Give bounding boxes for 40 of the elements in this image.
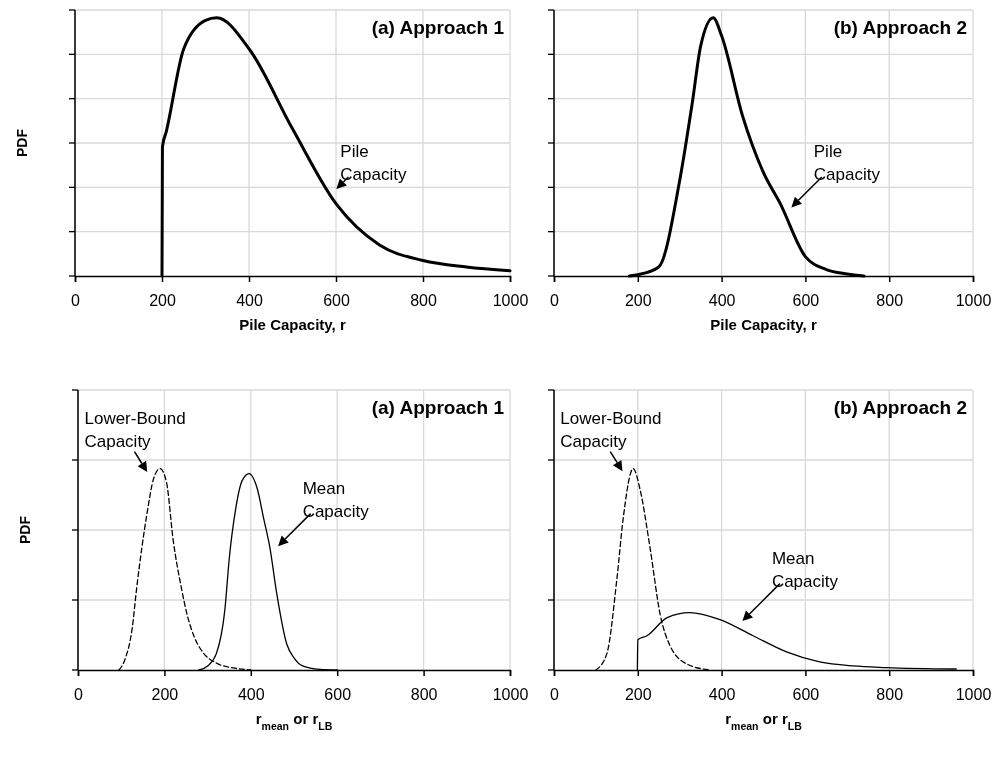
x-tick-label: 0 xyxy=(550,685,560,703)
x-tick-label: 600 xyxy=(323,291,350,309)
x-tick-label: 800 xyxy=(876,291,904,309)
annotation: Mean Capacity xyxy=(302,478,370,521)
chart-title: (b) Approach 2 xyxy=(833,17,967,38)
annotation: Pile Capacity xyxy=(340,142,407,184)
x-tick-label: 600 xyxy=(324,685,352,703)
x-tick-label: 1000 xyxy=(955,685,992,703)
x-tick-label: 600 xyxy=(792,291,820,309)
x-tick-label: 600 xyxy=(792,685,820,703)
x-tick-label: 800 xyxy=(876,685,904,703)
x-tick-label: 200 xyxy=(149,291,176,309)
x-tick-label: 200 xyxy=(624,685,652,703)
x-tick-label: 1000 xyxy=(492,685,529,703)
y-axis-title: PDF xyxy=(17,515,33,544)
x-tick-label: 0 xyxy=(74,685,84,703)
x-tick-label: 400 xyxy=(237,685,265,703)
x-tick-label: 0 xyxy=(71,291,81,309)
x-tick-label: 400 xyxy=(236,291,263,309)
x-tick-label: 400 xyxy=(708,685,736,703)
chart-title: (a) Approach 1 xyxy=(371,17,505,38)
x-tick-label: 200 xyxy=(624,291,652,309)
x-axis-title: r$_{mean}$ or r$_{LB}$ xyxy=(255,710,333,732)
x-tick-label: 1000 xyxy=(492,291,529,309)
annotation: Mean Capacity xyxy=(771,548,839,591)
y-axis-title: PDF xyxy=(14,128,30,157)
x-tick-label: 800 xyxy=(410,685,438,703)
chart-title: (b) Approach 2 xyxy=(833,397,967,418)
x-tick-label: 800 xyxy=(410,291,437,309)
text: Lower-Bound Capacity xyxy=(560,408,662,451)
x-axis-title: Pile Capacity, r xyxy=(239,316,346,333)
x-tick-label: 1000 xyxy=(955,291,992,309)
annotation: Pile Capacity xyxy=(813,142,881,184)
x-axis-title: r$_{mean}$ or r$_{LB}$ xyxy=(725,710,803,732)
x-tick-label: 200 xyxy=(151,685,179,703)
x-axis-title: Pile Capacity, r xyxy=(710,316,817,333)
chart-title: (a) Approach 1 xyxy=(371,397,505,418)
x-tick-label: 400 xyxy=(708,291,736,309)
text: Lower-Bound Capacity xyxy=(84,408,186,451)
x-tick-label: 0 xyxy=(550,291,560,309)
